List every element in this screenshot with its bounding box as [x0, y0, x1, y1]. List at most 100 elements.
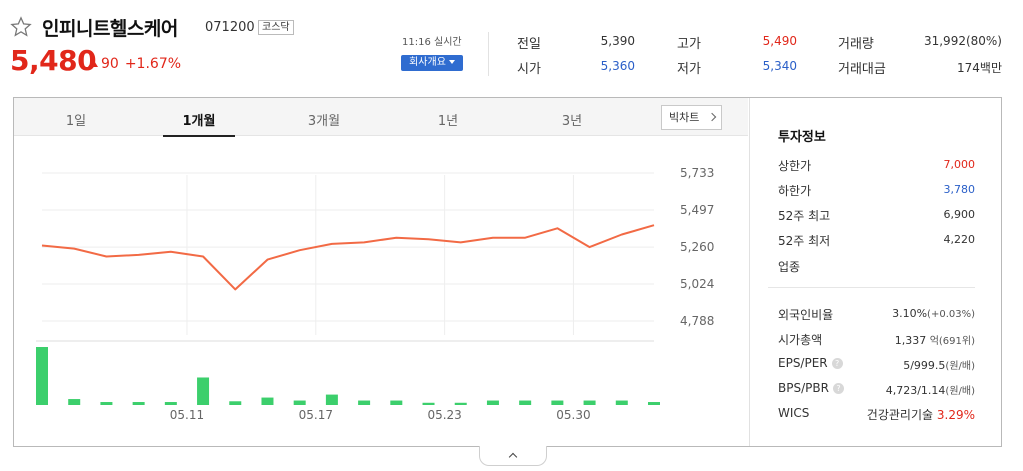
prev-close-label: 전일	[517, 37, 541, 52]
high52-value: 6,900	[943, 208, 976, 221]
low52-value: 4,220	[943, 233, 976, 246]
chevron-right-icon	[707, 112, 717, 122]
tab-3year[interactable]: 3년	[561, 114, 583, 129]
sector-label: 업종	[778, 260, 801, 274]
high52-label: 52주 최고	[778, 209, 831, 223]
x-tick-label: 05.11	[170, 408, 204, 422]
tab-1month[interactable]: 1개월	[182, 114, 216, 129]
volume-bar	[132, 402, 145, 405]
volume-bar	[486, 400, 499, 405]
foreign-ratio-label: 외국인비율	[778, 308, 834, 322]
foreign-ratio-value: 3.10%(+0.03%)	[850, 307, 975, 320]
market-cap-unit: 억(691위)	[929, 336, 975, 347]
eps-per-unit: (원/배)	[945, 361, 975, 372]
volume-bar	[261, 397, 274, 405]
open-value: 5,360	[600, 59, 635, 73]
tab-1year[interactable]: 1년	[437, 114, 459, 129]
tab-1day[interactable]: 1일	[65, 114, 87, 129]
volume-bar	[583, 400, 596, 405]
change-amount: 90	[101, 56, 119, 72]
side-divider	[749, 98, 750, 446]
bigchart-label: 빅차트	[669, 111, 700, 124]
side-separator	[768, 287, 975, 288]
lower-limit-value: 3,780	[943, 183, 976, 196]
volume-bar	[229, 401, 242, 405]
volume-bar	[293, 400, 306, 405]
volume-bar	[164, 402, 177, 405]
volume-bar	[454, 402, 467, 405]
open-label: 시가	[517, 62, 541, 77]
bigchart-button[interactable]: 빅차트	[661, 105, 722, 130]
price-change: 90 +1.67%	[88, 56, 181, 72]
help-icon[interactable]: ?	[831, 358, 843, 369]
wics-value[interactable]: 건강관리기술 3.29%	[850, 406, 975, 423]
divider	[488, 32, 489, 76]
y-tick-label: 4,788	[680, 314, 714, 328]
bps-pbr-text: BPS/PBR	[778, 381, 829, 395]
volume-bar	[68, 399, 81, 405]
current-price: 5,480	[10, 44, 97, 77]
caret-down-icon	[448, 60, 455, 64]
stock-code: 071200	[205, 20, 255, 35]
eps-per: 5/999.5	[903, 359, 946, 372]
bps-pbr-unit: (원/배)	[945, 386, 975, 397]
wics-sector[interactable]: 건강관리기술	[866, 408, 934, 422]
favorite-star-icon[interactable]	[10, 16, 32, 38]
volume-label: 거래량	[838, 37, 874, 52]
prev-close-value: 5,390	[600, 34, 635, 48]
volume-bar	[358, 400, 371, 405]
price-chart: 5,733 5,497 5,260 5,024 4,788 05.11 05.17 05.23…	[36, 166, 714, 422]
company-overview-button[interactable]: 회사개요	[401, 55, 463, 71]
chevron-up-icon	[508, 452, 518, 462]
bps-pbr-label: BPS/PBR?	[778, 381, 844, 395]
volume-bar	[100, 402, 113, 405]
eps-per-label: EPS/PER?	[778, 356, 843, 370]
help-icon[interactable]: ?	[832, 383, 844, 394]
market-cap-label: 시가총액	[778, 333, 823, 347]
wics-label: WICS	[778, 406, 810, 420]
tab-3month[interactable]: 3개월	[307, 114, 341, 129]
wics-percent: 3.29%	[936, 408, 975, 422]
y-tick-label: 5,260	[680, 240, 714, 254]
y-tick-label: 5,497	[680, 203, 714, 217]
market-cap: 1,337	[894, 334, 927, 347]
low-value: 5,340	[762, 59, 797, 73]
volume-bar	[390, 400, 403, 405]
bps-pbr-value: 4,723/1.14(원/배)	[850, 382, 975, 397]
x-tick-label: 05.23	[427, 408, 461, 422]
low-label: 저가	[677, 62, 701, 77]
volume-bar	[36, 347, 48, 405]
price-line	[41, 224, 655, 291]
up-arrow-icon	[88, 59, 98, 67]
invest-info-title: 투자정보	[778, 130, 826, 145]
high-label: 고가	[677, 37, 701, 52]
eps-per-text: EPS/PER	[778, 356, 828, 370]
volume-bar	[519, 400, 532, 405]
period-tab-bar	[14, 98, 748, 136]
foreign-ratio-change: (+0.03%)	[927, 309, 975, 320]
stock-name: 인피니트헬스케어	[42, 18, 178, 40]
amount-value: 174백만	[957, 61, 1002, 75]
volume-bar	[648, 402, 660, 405]
lower-limit-label: 하한가	[778, 184, 812, 198]
company-overview-label: 회사개요	[409, 57, 446, 68]
upper-limit-label: 상한가	[778, 159, 812, 173]
y-tick-label: 5,024	[680, 277, 714, 291]
x-tick-label: 05.17	[299, 408, 333, 422]
market-badge: 코스닥	[258, 20, 294, 35]
realtime-label: 11:16 실시간	[402, 37, 462, 48]
volume-bar	[422, 402, 435, 405]
collapse-button[interactable]	[479, 446, 547, 466]
high-value: 5,490	[762, 34, 797, 48]
bps-pbr: 4,723/1.14	[885, 384, 946, 397]
volume-value: 31,992(80%)	[923, 34, 1002, 48]
low52-label: 52주 최저	[778, 234, 831, 248]
y-tick-label: 5,733	[680, 166, 714, 180]
volume-bar	[551, 400, 564, 405]
volume-bar	[197, 377, 210, 405]
change-percent: +1.67%	[124, 56, 182, 72]
market-cap-value: 1,337 억(691위)	[850, 332, 975, 347]
foreign-ratio: 3.10%	[892, 307, 928, 320]
eps-per-value: 5/999.5(원/배)	[850, 357, 975, 372]
upper-limit-value: 7,000	[943, 158, 976, 171]
